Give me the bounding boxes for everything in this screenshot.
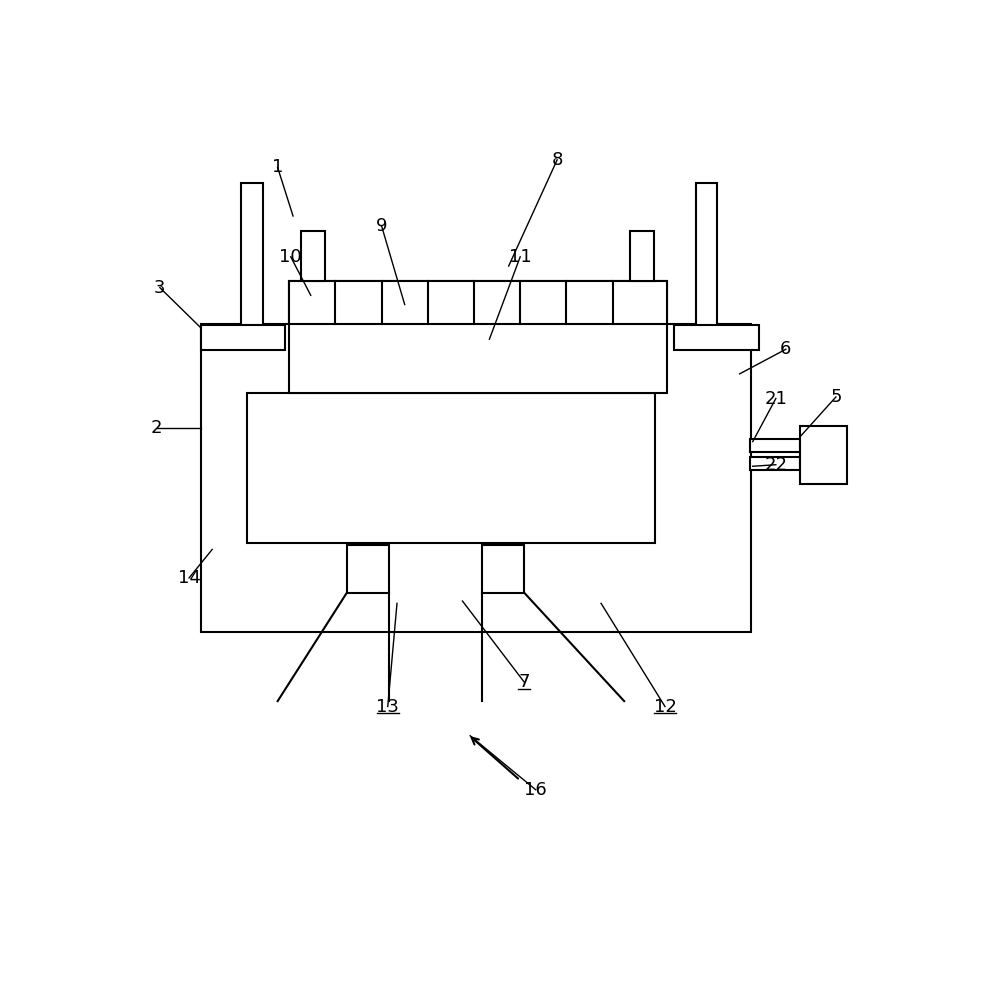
- Text: 22: 22: [764, 456, 787, 474]
- Text: 11: 11: [509, 248, 532, 265]
- Text: 3: 3: [154, 278, 166, 296]
- Bar: [800, 426, 847, 484]
- Bar: [201, 325, 285, 350]
- Bar: [482, 545, 524, 593]
- Text: 8: 8: [551, 151, 563, 169]
- Text: 9: 9: [376, 217, 387, 235]
- Bar: [630, 232, 654, 281]
- Bar: [347, 545, 389, 593]
- Bar: [301, 232, 325, 281]
- Text: 10: 10: [279, 248, 302, 265]
- Text: 21: 21: [764, 389, 787, 407]
- Bar: [696, 183, 717, 340]
- Text: 14: 14: [178, 569, 201, 587]
- Text: 12: 12: [654, 698, 676, 716]
- Bar: [674, 325, 759, 350]
- Bar: [289, 281, 666, 393]
- Text: 1: 1: [272, 159, 283, 177]
- Text: 5: 5: [830, 388, 842, 406]
- Text: 7: 7: [518, 673, 530, 691]
- Bar: [201, 323, 751, 632]
- Text: 6: 6: [780, 340, 792, 358]
- Text: 2: 2: [151, 419, 163, 437]
- Bar: [750, 439, 800, 452]
- Bar: [241, 183, 263, 340]
- Text: 16: 16: [524, 780, 547, 798]
- Bar: [247, 393, 655, 543]
- Bar: [289, 281, 666, 323]
- Bar: [750, 457, 800, 470]
- Text: 13: 13: [376, 698, 399, 716]
